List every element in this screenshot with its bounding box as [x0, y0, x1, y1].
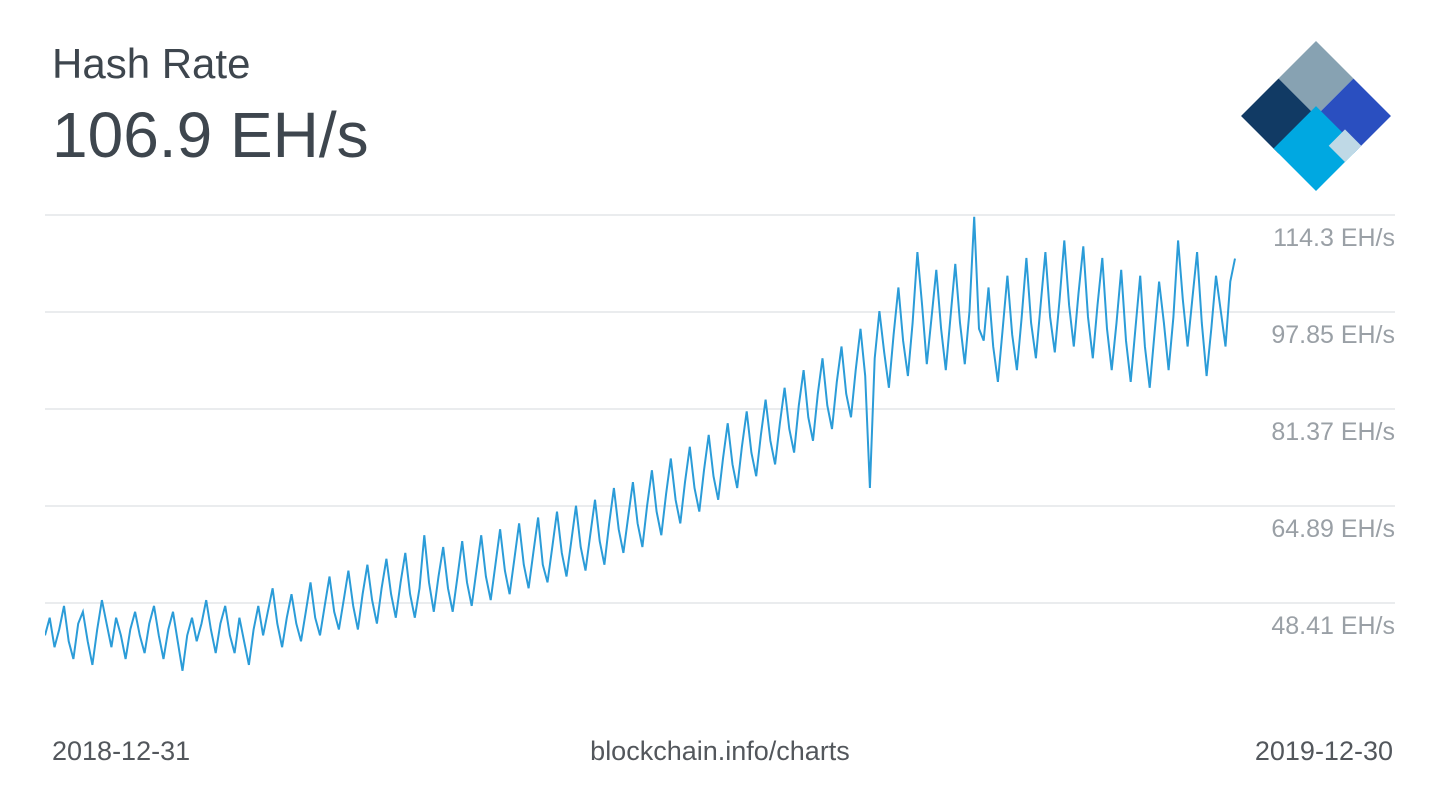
line-chart-canvas[interactable]	[45, 200, 1395, 720]
x-axis-start-label: 2018-12-31	[52, 736, 191, 766]
current-hash-rate-value: 106.9 EH/s	[52, 99, 369, 172]
hash-rate-line-chart[interactable]: 114.3 EH/s 97.85 EH/s 81.37 EH/s 64.89 EH/s…	[45, 200, 1395, 720]
page-title: Hash Rate	[52, 40, 251, 87]
x-axis-end-label: 2019-12-30	[1254, 736, 1393, 766]
chart-header: Hash Rate 106.9 EH/s	[52, 40, 369, 171]
hash-rate-series-line	[45, 216, 1236, 671]
blockchain-logo-icon	[1236, 36, 1396, 196]
blockchain-logo-diamond	[1241, 41, 1391, 191]
source-label: blockchain.info/charts	[590, 736, 850, 766]
